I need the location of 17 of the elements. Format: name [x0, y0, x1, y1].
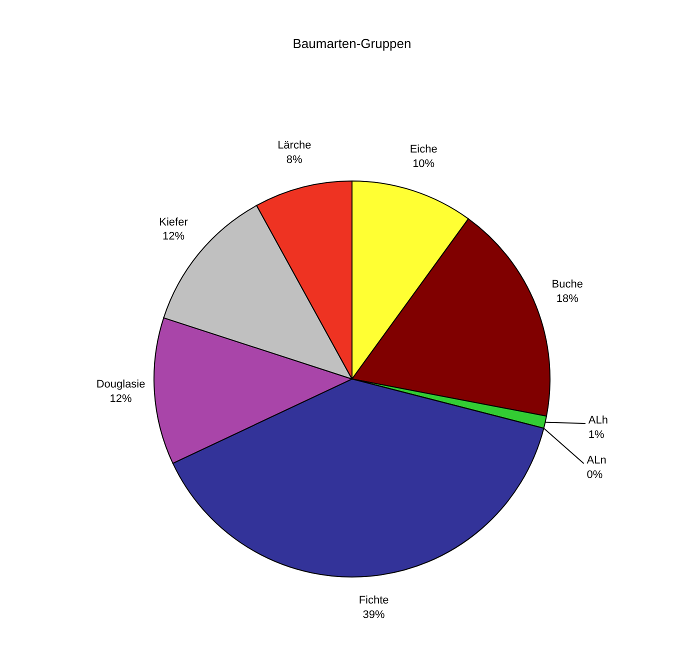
category-label: ALn	[586, 454, 606, 467]
slice-label: Lärche	[278, 140, 312, 152]
slice-label: Douglasie	[96, 378, 146, 391]
data-label: 12%	[110, 392, 132, 405]
text: 0%	[586, 468, 603, 481]
data-label: 12%	[162, 230, 185, 243]
slice-label: Eiche	[410, 144, 438, 156]
data-label: 18%	[556, 293, 579, 306]
slice-label: Buche	[552, 278, 583, 291]
data-label: 10%	[412, 158, 435, 170]
slice-label: Kiefer	[159, 216, 188, 228]
slice-label: Fichte	[358, 594, 389, 607]
data-label: 1%	[588, 428, 605, 441]
data-label: 8%	[286, 154, 303, 166]
slice-label: ALh	[588, 414, 608, 427]
chart-title: Baumarten-Gruppen	[292, 36, 412, 51]
data-label: 39%	[362, 608, 386, 621]
